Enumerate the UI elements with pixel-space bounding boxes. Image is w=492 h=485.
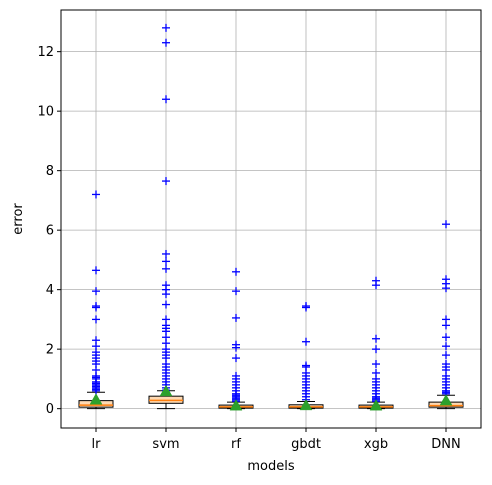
mean-marker [89, 393, 103, 405]
outlier-marker [162, 281, 170, 290]
y-axis-label: error [11, 203, 26, 235]
tick-layer: 0 2 4 6 8 10 12 lr svm rf gbdt xgb DNN [37, 45, 460, 452]
outlier-marker [232, 267, 240, 276]
outlier-marker [302, 337, 310, 346]
x-tick-label: svm [152, 437, 179, 452]
mark-layer [89, 23, 453, 411]
outlier-marker [442, 351, 450, 360]
outlier-marker [232, 313, 240, 322]
y-tick-label: 8 [46, 164, 54, 179]
outlier-marker [92, 315, 100, 324]
outlier-marker [92, 287, 100, 296]
x-axis-label: models [247, 459, 294, 474]
mean-marker [369, 399, 383, 411]
x-tick-label: gbdt [291, 437, 321, 452]
y-tick-label: 4 [46, 283, 54, 298]
outlier-marker [302, 361, 310, 370]
outlier-marker [372, 368, 380, 377]
y-tick-label: 10 [37, 105, 54, 120]
outlier-marker [442, 342, 450, 351]
outlier-marker [162, 23, 170, 32]
mean-marker [299, 398, 313, 411]
outlier-marker [442, 220, 450, 229]
outlier-marker [92, 266, 100, 275]
outlier-marker [162, 300, 170, 309]
outlier-marker [232, 371, 240, 380]
outlier-marker [92, 302, 100, 311]
outlier-marker [442, 360, 450, 369]
outlier-marker [302, 302, 310, 311]
outlier-marker [232, 287, 240, 296]
outlier-marker [162, 95, 170, 104]
outlier-marker [162, 249, 170, 258]
outlier-marker [372, 334, 380, 343]
outlier-marker [232, 340, 240, 349]
grid-layer [61, 10, 481, 428]
outlier-marker [442, 315, 450, 324]
x-tick-label: lr [92, 437, 102, 452]
x-tick-label: xgb [364, 437, 388, 452]
outlier-marker [162, 315, 170, 324]
outlier-marker [372, 360, 380, 369]
y-tick-label: 2 [46, 343, 54, 358]
outlier-marker [92, 190, 100, 199]
y-tick-label: 6 [46, 224, 54, 239]
mean-marker [229, 399, 243, 411]
mean-marker [159, 384, 173, 397]
x-tick-label: DNN [431, 437, 460, 452]
outlier-marker [442, 333, 450, 342]
outlier-marker [162, 257, 170, 266]
y-tick-label: 12 [37, 45, 54, 60]
outlier-marker [162, 38, 170, 47]
outlier-marker [372, 345, 380, 354]
x-tick-label: rf [231, 437, 241, 452]
outlier-marker [232, 354, 240, 363]
outlier-marker [162, 264, 170, 273]
outlier-marker [162, 177, 170, 186]
plot-frame [60, 9, 482, 429]
mean-marker [439, 394, 453, 406]
y-tick-label: 0 [46, 402, 54, 417]
box-layer [78, 390, 464, 410]
outlier-marker [372, 276, 380, 285]
outlier-marker [92, 336, 100, 345]
outlier-marker [442, 275, 450, 284]
